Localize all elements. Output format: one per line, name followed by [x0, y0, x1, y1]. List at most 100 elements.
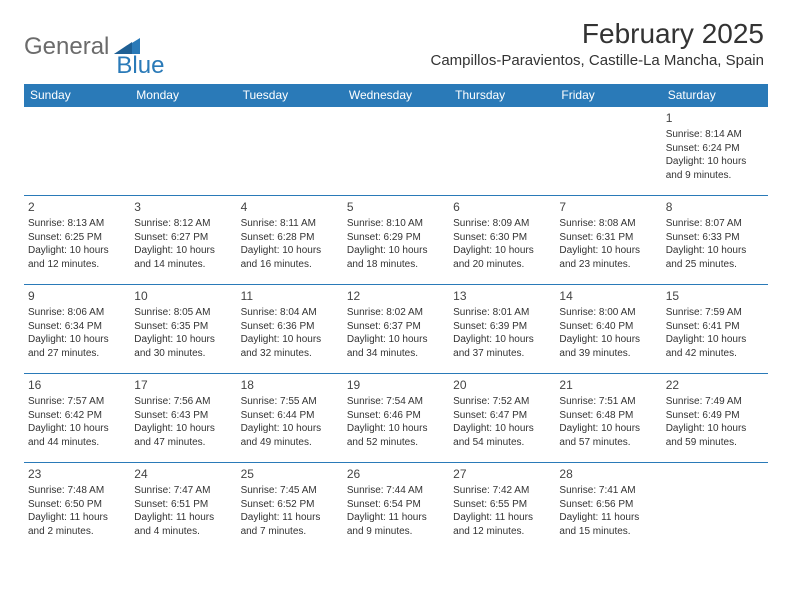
day-number: 19: [347, 377, 445, 393]
day-number: 13: [453, 288, 551, 304]
weekday-header: Saturday: [662, 84, 768, 106]
weekday-header: Friday: [555, 84, 661, 106]
daylight-text: and 18 minutes.: [347, 258, 445, 272]
sunset-text: Sunset: 6:44 PM: [241, 409, 339, 423]
sunset-text: Sunset: 6:27 PM: [134, 231, 232, 245]
daylight-text: and 23 minutes.: [559, 258, 657, 272]
daylight-text: and 42 minutes.: [666, 347, 764, 361]
daylight-text: Daylight: 11 hours: [134, 511, 232, 525]
day-number: 2: [28, 199, 126, 215]
sunrise-text: Sunrise: 8:08 AM: [559, 217, 657, 231]
daylight-text: Daylight: 10 hours: [241, 422, 339, 436]
calendar-cell: [237, 107, 343, 195]
daylight-text: Daylight: 10 hours: [347, 333, 445, 347]
calendar-cell: [130, 107, 236, 195]
weekday-header-row: Sunday Monday Tuesday Wednesday Thursday…: [24, 84, 768, 106]
daylight-text: and 49 minutes.: [241, 436, 339, 450]
daylight-text: Daylight: 10 hours: [666, 244, 764, 258]
day-number: 7: [559, 199, 657, 215]
sunset-text: Sunset: 6:40 PM: [559, 320, 657, 334]
sunrise-text: Sunrise: 7:47 AM: [134, 484, 232, 498]
weekday-header: Sunday: [24, 84, 130, 106]
calendar-cell: 19Sunrise: 7:54 AMSunset: 6:46 PMDayligh…: [343, 374, 449, 462]
calendar-cell: 9Sunrise: 8:06 AMSunset: 6:34 PMDaylight…: [24, 285, 130, 373]
sunrise-text: Sunrise: 8:13 AM: [28, 217, 126, 231]
calendar-cell: 4Sunrise: 8:11 AMSunset: 6:28 PMDaylight…: [237, 196, 343, 284]
daylight-text: Daylight: 10 hours: [559, 422, 657, 436]
daylight-text: Daylight: 10 hours: [347, 244, 445, 258]
sunset-text: Sunset: 6:39 PM: [453, 320, 551, 334]
calendar-cell: 3Sunrise: 8:12 AMSunset: 6:27 PMDaylight…: [130, 196, 236, 284]
day-number: 12: [347, 288, 445, 304]
daylight-text: Daylight: 11 hours: [347, 511, 445, 525]
daylight-text: Daylight: 10 hours: [241, 244, 339, 258]
brand-text-general: General: [24, 33, 109, 61]
sunrise-text: Sunrise: 7:42 AM: [453, 484, 551, 498]
daylight-text: Daylight: 10 hours: [666, 155, 764, 169]
day-number: 18: [241, 377, 339, 393]
sunset-text: Sunset: 6:41 PM: [666, 320, 764, 334]
sunset-text: Sunset: 6:43 PM: [134, 409, 232, 423]
daylight-text: and 16 minutes.: [241, 258, 339, 272]
daylight-text: Daylight: 10 hours: [666, 333, 764, 347]
sunset-text: Sunset: 6:37 PM: [347, 320, 445, 334]
sunset-text: Sunset: 6:24 PM: [666, 142, 764, 156]
daylight-text: and 12 minutes.: [453, 525, 551, 539]
sunset-text: Sunset: 6:52 PM: [241, 498, 339, 512]
daylight-text: and 37 minutes.: [453, 347, 551, 361]
day-number: 20: [453, 377, 551, 393]
weekday-header: Monday: [130, 84, 236, 106]
calendar-week: 2 Sunrise: 8:13 AMSunset: 6:25 PM Daylight…: [24, 195, 768, 284]
sunset-text: Sunset: 6:29 PM: [347, 231, 445, 245]
calendar-cell: 28Sunrise: 7:41 AMSunset: 6:56 PMDayligh…: [555, 463, 661, 551]
day-number: 11: [241, 288, 339, 304]
daylight-text: and 47 minutes.: [134, 436, 232, 450]
sunrise-text: Sunrise: 7:55 AM: [241, 395, 339, 409]
sunset-text: Sunset: 6:35 PM: [134, 320, 232, 334]
sunset-text: Sunset: 6:25 PM: [28, 231, 126, 245]
sunset-text: Sunset: 6:28 PM: [241, 231, 339, 245]
daylight-text: Daylight: 11 hours: [453, 511, 551, 525]
calendar-cell: 2Sunrise: 8:13 AMSunset: 6:25 PMDaylight…: [24, 196, 130, 284]
day-number: 14: [559, 288, 657, 304]
sunrise-text: Sunrise: 8:07 AM: [666, 217, 764, 231]
daylight-text: and 9 minutes.: [666, 169, 764, 183]
calendar-cell: 6Sunrise: 8:09 AMSunset: 6:30 PMDaylight…: [449, 196, 555, 284]
daylight-text: Daylight: 11 hours: [559, 511, 657, 525]
sunset-text: Sunset: 6:47 PM: [453, 409, 551, 423]
calendar-cell: 11Sunrise: 8:04 AMSunset: 6:36 PMDayligh…: [237, 285, 343, 373]
daylight-text: and 12 minutes.: [28, 258, 126, 272]
day-number: 22: [666, 377, 764, 393]
daylight-text: and 54 minutes.: [453, 436, 551, 450]
calendar: Sunday Monday Tuesday Wednesday Thursday…: [24, 84, 768, 551]
sunrise-text: Sunrise: 8:00 AM: [559, 306, 657, 320]
weekday-header: Tuesday: [237, 84, 343, 106]
daylight-text: Daylight: 11 hours: [28, 511, 126, 525]
calendar-cell: 14Sunrise: 8:00 AMSunset: 6:40 PMDayligh…: [555, 285, 661, 373]
sunrise-text: Sunrise: 7:45 AM: [241, 484, 339, 498]
location-text: Campillos-Paravientos, Castille-La Manch…: [431, 52, 765, 69]
sunrise-text: Sunrise: 8:06 AM: [28, 306, 126, 320]
sunrise-text: Sunrise: 7:56 AM: [134, 395, 232, 409]
daylight-text: and 25 minutes.: [666, 258, 764, 272]
day-number: 21: [559, 377, 657, 393]
daylight-text: Daylight: 10 hours: [453, 422, 551, 436]
sunset-text: Sunset: 6:42 PM: [28, 409, 126, 423]
daylight-text: and 27 minutes.: [28, 347, 126, 361]
sunrise-text: Sunrise: 7:52 AM: [453, 395, 551, 409]
sunrise-text: Sunrise: 7:57 AM: [28, 395, 126, 409]
calendar-body: 1Sunrise: 8:14 AMSunset: 6:24 PMDaylight…: [24, 106, 768, 551]
calendar-cell: [343, 107, 449, 195]
sunrise-text: Sunrise: 7:48 AM: [28, 484, 126, 498]
daylight-text: and 4 minutes.: [134, 525, 232, 539]
sunset-text: Sunset: 6:33 PM: [666, 231, 764, 245]
day-number: 25: [241, 466, 339, 482]
day-number: 24: [134, 466, 232, 482]
sunrise-text: Sunrise: 7:44 AM: [347, 484, 445, 498]
sunset-text: Sunset: 6:55 PM: [453, 498, 551, 512]
sunrise-text: Sunrise: 7:41 AM: [559, 484, 657, 498]
sunrise-text: Sunrise: 8:04 AM: [241, 306, 339, 320]
calendar-week: 23Sunrise: 7:48 AMSunset: 6:50 PMDayligh…: [24, 462, 768, 551]
calendar-cell: 5Sunrise: 8:10 AMSunset: 6:29 PMDaylight…: [343, 196, 449, 284]
calendar-cell: 15Sunrise: 7:59 AMSunset: 6:41 PMDayligh…: [662, 285, 768, 373]
